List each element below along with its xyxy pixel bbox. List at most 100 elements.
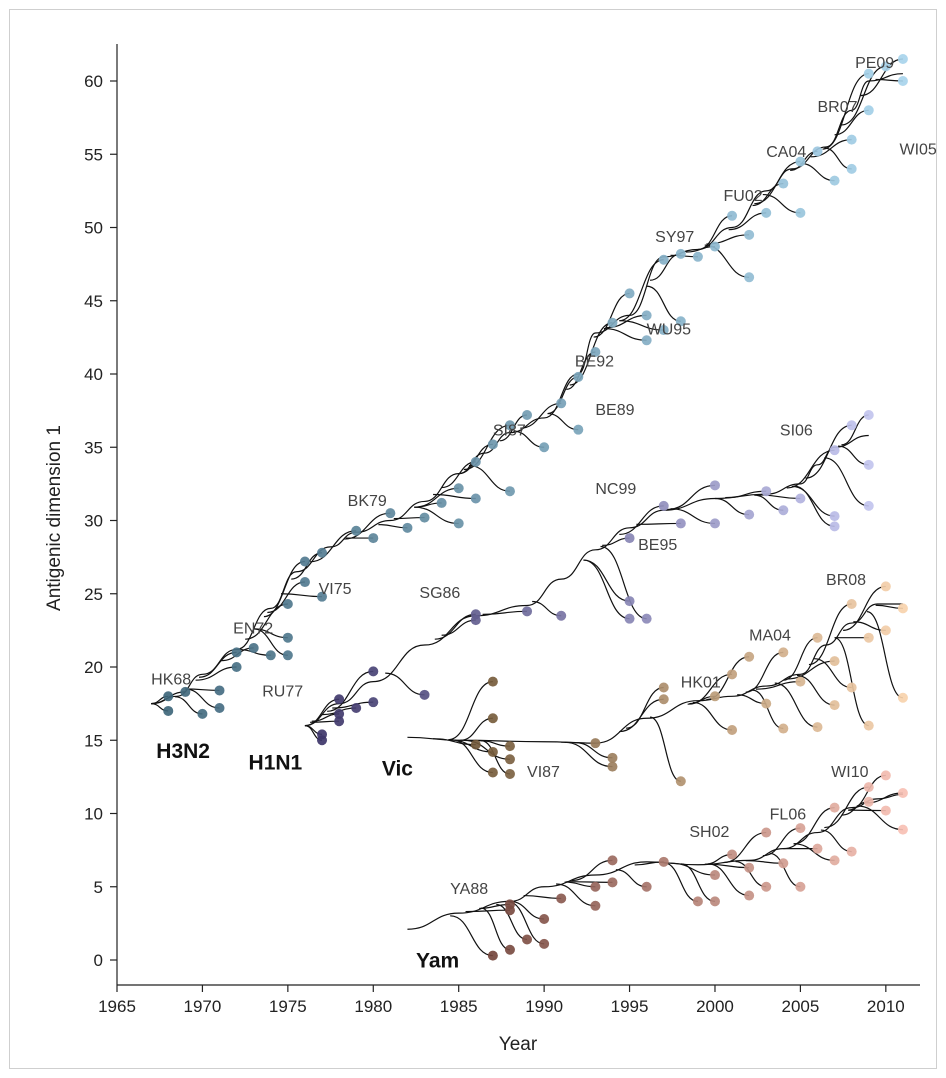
strain-point bbox=[607, 855, 618, 866]
strain-point bbox=[863, 720, 874, 731]
strain-label: YA88 bbox=[450, 881, 488, 898]
y-tick-label: 55 bbox=[84, 145, 103, 164]
strain-point bbox=[778, 723, 789, 734]
branch bbox=[547, 376, 579, 415]
strain-point bbox=[504, 944, 515, 955]
strain-point bbox=[641, 335, 652, 346]
strain-point bbox=[351, 525, 362, 536]
branch bbox=[385, 672, 425, 696]
strain-point bbox=[163, 705, 174, 716]
branch bbox=[860, 58, 903, 97]
strain-point bbox=[231, 662, 242, 672]
strain-point bbox=[709, 518, 720, 529]
strain-point bbox=[744, 651, 755, 662]
strain-point bbox=[880, 61, 891, 72]
branch bbox=[480, 907, 511, 951]
x-tick-label: 1995 bbox=[611, 997, 649, 1016]
strain-point bbox=[880, 625, 891, 636]
y-tick-label: 25 bbox=[84, 585, 103, 604]
branch bbox=[433, 493, 476, 500]
branch bbox=[769, 852, 801, 888]
strain-point bbox=[744, 272, 755, 283]
strain-point bbox=[812, 843, 823, 854]
strain-point bbox=[795, 207, 806, 218]
strain-label: NC99 bbox=[595, 481, 636, 498]
branch bbox=[824, 457, 869, 507]
branch bbox=[800, 162, 835, 182]
branch bbox=[414, 487, 459, 508]
strain-point bbox=[863, 68, 874, 79]
y-tick-label: 0 bbox=[94, 951, 103, 970]
y-tick-label: 20 bbox=[84, 658, 103, 677]
strain-point bbox=[624, 613, 635, 624]
branch bbox=[793, 807, 835, 845]
strain-point bbox=[607, 877, 618, 888]
strain-point bbox=[675, 518, 686, 529]
strain-point bbox=[368, 533, 379, 544]
x-axis-title: Year bbox=[499, 1034, 538, 1055]
strain-point bbox=[334, 708, 345, 719]
strain-point bbox=[761, 486, 772, 497]
strain-point bbox=[539, 938, 550, 949]
strain-point bbox=[709, 896, 720, 907]
strain-point bbox=[368, 666, 379, 677]
strain-point bbox=[744, 890, 755, 901]
strain-point bbox=[504, 741, 515, 752]
strain-point bbox=[214, 703, 225, 714]
strain-point bbox=[846, 682, 857, 693]
strain-point bbox=[863, 500, 874, 511]
strain-label: WI05 bbox=[899, 141, 936, 158]
strain-point bbox=[522, 410, 533, 421]
branch bbox=[482, 610, 528, 615]
branch bbox=[600, 545, 647, 620]
strain-label: BR08 bbox=[826, 572, 866, 589]
strain-point bbox=[829, 802, 840, 813]
strain-point bbox=[709, 691, 720, 702]
branch bbox=[310, 530, 357, 563]
branch bbox=[853, 621, 886, 631]
branch bbox=[263, 560, 306, 618]
strain-point bbox=[163, 691, 174, 702]
strain-label: EN72 bbox=[233, 620, 273, 637]
strain-point bbox=[709, 870, 720, 881]
strain-point bbox=[504, 899, 515, 910]
x-tick-label: 2000 bbox=[696, 997, 734, 1016]
branch bbox=[327, 670, 374, 712]
strain-point bbox=[846, 134, 857, 145]
strain-point bbox=[846, 599, 857, 610]
branch bbox=[786, 660, 835, 680]
strain-label: BR07 bbox=[817, 99, 857, 116]
strain-point bbox=[795, 156, 806, 167]
branch bbox=[344, 512, 391, 540]
strain-label: BE92 bbox=[575, 354, 614, 371]
branch bbox=[465, 909, 510, 913]
strain-label: SI06 bbox=[780, 423, 813, 440]
lineage-label: H3N2 bbox=[156, 740, 210, 763]
x-tick-label: 1970 bbox=[184, 997, 222, 1016]
x-tick-label: 1990 bbox=[525, 997, 563, 1016]
strain-point bbox=[487, 746, 498, 757]
strain-point bbox=[402, 522, 413, 533]
branch bbox=[646, 285, 681, 322]
branch bbox=[820, 829, 852, 853]
strain-point bbox=[880, 581, 891, 592]
branch bbox=[198, 651, 237, 678]
strain-point bbox=[897, 692, 908, 703]
branch bbox=[793, 485, 835, 527]
strain-point bbox=[556, 893, 567, 904]
strain-label: HK68 bbox=[151, 672, 191, 689]
strain-point bbox=[795, 823, 806, 834]
branch bbox=[583, 559, 630, 620]
strain-label: PE09 bbox=[855, 55, 894, 72]
x-tick-label: 1975 bbox=[269, 997, 307, 1016]
branch bbox=[636, 522, 681, 525]
strain-point bbox=[504, 420, 515, 431]
branch bbox=[680, 863, 716, 902]
branch bbox=[843, 585, 886, 631]
strain-label: SG86 bbox=[419, 585, 460, 602]
strain-point bbox=[744, 862, 755, 873]
branch bbox=[841, 414, 869, 446]
strain-point bbox=[573, 424, 584, 435]
branch bbox=[714, 497, 750, 516]
branch bbox=[752, 689, 784, 730]
